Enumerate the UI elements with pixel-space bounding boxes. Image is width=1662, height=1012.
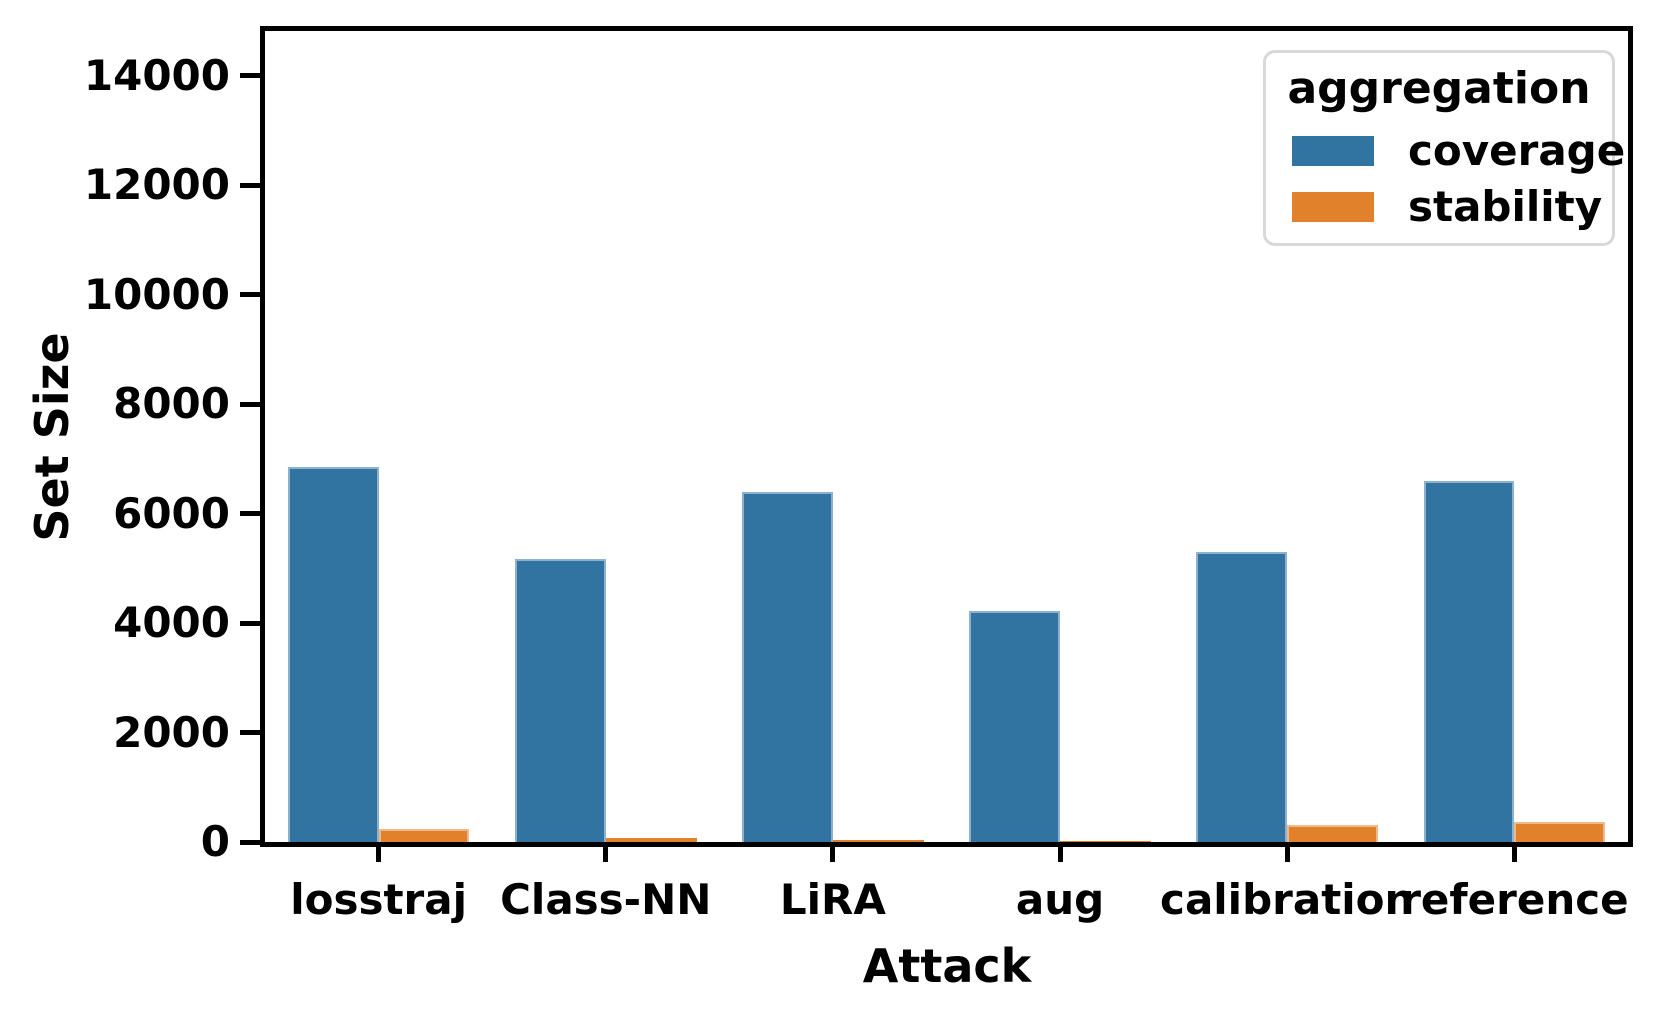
y-tick xyxy=(240,839,260,845)
x-tick xyxy=(1511,842,1517,862)
y-tick-label: 4000 xyxy=(113,598,230,648)
y-tick-label: 2000 xyxy=(113,707,230,757)
plot-area: 0 2000 4000 6000 8000 10000 12000 14000 losstraj… xyxy=(84,26,1633,924)
bar-coverage-Class-NN xyxy=(514,558,606,842)
bar-stability-losstraj xyxy=(378,828,470,842)
y-tick-label: 0 xyxy=(200,817,230,866)
bar-stability-Class-NN xyxy=(605,838,697,842)
bar-coverage-reference xyxy=(1423,480,1515,842)
bar-coverage-calibration xyxy=(1196,551,1288,842)
y-tick xyxy=(240,620,260,626)
bar-stability-calibration xyxy=(1287,824,1379,842)
legend: aggregation coverage stability xyxy=(1263,50,1625,246)
legend-swatch-coverage xyxy=(1292,136,1374,166)
legend-label-stability: stability xyxy=(1408,182,1603,231)
y-tick xyxy=(240,401,260,407)
x-tick-label-calibration: calibration xyxy=(1160,875,1415,924)
x-tick xyxy=(1284,842,1290,862)
x-tick xyxy=(603,842,609,862)
bar-coverage-losstraj xyxy=(287,467,379,842)
x-tick xyxy=(830,842,836,862)
bar-stability-reference xyxy=(1514,821,1606,842)
y-tick-label: 6000 xyxy=(113,488,230,538)
y-tick-label: 14000 xyxy=(83,50,230,100)
legend-title: aggregation xyxy=(1287,63,1591,114)
bar-stability-LiRA xyxy=(832,839,924,842)
y-tick-label: 12000 xyxy=(83,160,230,210)
y-tick-label: 10000 xyxy=(83,269,230,319)
legend-row-coverage: coverage xyxy=(1284,129,1625,173)
bar-stability-aug xyxy=(1060,841,1151,842)
x-tick xyxy=(376,842,382,862)
legend-rows: coverage stability xyxy=(1284,129,1625,229)
y-tick xyxy=(240,730,260,736)
bar-coverage-LiRA xyxy=(742,491,833,842)
y-tick-label: 8000 xyxy=(113,379,230,429)
legend-row-stability: stability xyxy=(1284,185,1602,229)
y-tick xyxy=(240,182,260,188)
y-tick xyxy=(240,511,260,517)
x-tick-label-aug: aug xyxy=(1015,875,1105,924)
legend-label-coverage: coverage xyxy=(1408,126,1626,175)
x-tick xyxy=(1057,842,1063,862)
x-tick-label-LiRA: LiRA xyxy=(779,875,886,924)
x-tick-label-Class-NN: Class-NN xyxy=(500,875,712,924)
y-tick xyxy=(240,73,260,79)
x-axis-title: Attack xyxy=(862,939,1032,993)
y-tick xyxy=(240,292,260,298)
legend-swatch-stability xyxy=(1292,192,1374,222)
x-tick-label-reference: reference xyxy=(1400,875,1629,924)
x-tick-label-losstraj: losstraj xyxy=(290,875,467,924)
bar-coverage-aug xyxy=(969,610,1061,842)
